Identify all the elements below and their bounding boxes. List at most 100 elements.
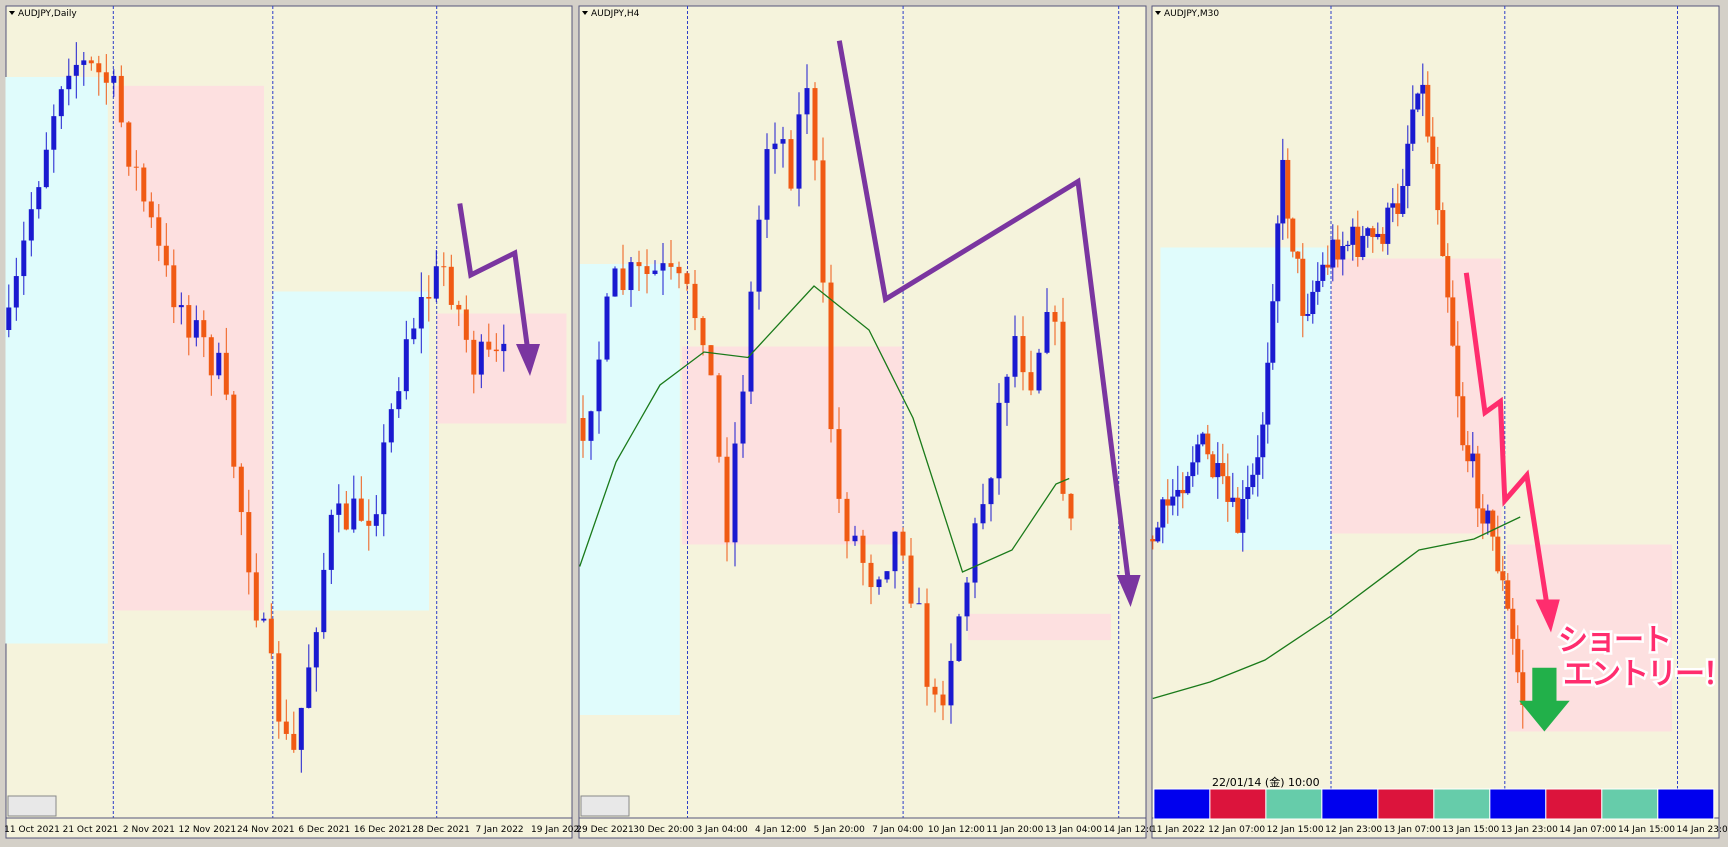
candle-body [996, 402, 1002, 479]
candle-body [1490, 510, 1496, 537]
signal-bar [1601, 788, 1659, 820]
candle-body [1210, 454, 1216, 478]
candle-body [780, 139, 786, 144]
x-tick-label: 6 Dec 2021 [298, 825, 350, 835]
candle-body [964, 582, 970, 617]
candle-body [1515, 638, 1521, 673]
candle-body [343, 503, 349, 530]
candle-body [96, 63, 102, 73]
moving-average [1152, 516, 1521, 700]
candle-body [51, 116, 57, 150]
candle-body [1220, 463, 1226, 477]
candle-body [1495, 536, 1501, 572]
candle-body [1285, 159, 1291, 219]
purple-arrowhead [516, 344, 540, 376]
candle-body [716, 375, 722, 457]
candle-body [501, 343, 507, 352]
candle-body [1385, 207, 1391, 244]
pink-arrowhead [1535, 599, 1560, 633]
x-tick-label: 13 Jan 23:00 [1501, 825, 1558, 835]
candle-body [223, 352, 229, 395]
candle-body [876, 579, 882, 588]
x-tick-label: 5 Jan 20:00 [814, 825, 866, 835]
x-tick-label: 24 Nov 2021 [237, 825, 295, 835]
candle-body [588, 411, 594, 441]
candle-body [700, 318, 706, 346]
candle-body [1510, 608, 1516, 639]
candle-body [373, 514, 379, 526]
candle-body [764, 149, 770, 220]
x-tick-label: 11 Oct 2021 [4, 825, 60, 835]
candle-body [772, 143, 778, 150]
candle-body [1185, 476, 1191, 494]
chart-panel: AUDJPY,Daily 11 Oct 2021 21 Oct 2021 2 Nov … [4, 5, 585, 839]
x-tick-label: 13 Jan 04:00 [1045, 825, 1102, 835]
title-arrow [9, 11, 15, 15]
candle-body [1475, 453, 1481, 509]
candle-body [441, 266, 447, 268]
candle-body [756, 219, 762, 292]
candle-body [892, 531, 898, 572]
candle-body [1390, 203, 1396, 208]
candle-body [21, 240, 27, 277]
candle-body [381, 442, 387, 515]
candle-body [1180, 489, 1186, 494]
candle-body [1255, 457, 1261, 475]
candle-body [1205, 433, 1211, 455]
candle-body [411, 328, 417, 340]
candle-body [1155, 527, 1161, 542]
x-tick-label: 19 Jan 2022 [531, 825, 585, 835]
candle-body [1245, 487, 1251, 500]
x-tick-label: 11 Jan 2022 [1151, 825, 1205, 835]
candle-body [660, 263, 666, 271]
candle-body [812, 88, 818, 161]
candle-body [66, 75, 72, 90]
zone [579, 264, 680, 715]
candle-body [1445, 256, 1451, 298]
candle-body [1150, 539, 1156, 542]
x-tick-label: 12 Jan 07:00 [1208, 825, 1265, 835]
candle-body [1215, 463, 1221, 478]
candle-body [448, 266, 454, 305]
candle-body [980, 504, 986, 524]
x-tick-label: 12 Jan 23:00 [1325, 825, 1382, 835]
x-tick-label: 16 Dec 2021 [354, 825, 412, 835]
candle-body [433, 266, 439, 299]
candle-body [201, 320, 207, 338]
x-tick-label: 14 Jan 23:00 [1677, 825, 1728, 835]
candle-body [1310, 291, 1316, 315]
candle-body [388, 409, 394, 443]
candle-body [836, 429, 842, 499]
candle-body [1485, 510, 1491, 524]
candle-body [366, 520, 372, 526]
candle-body [1320, 264, 1326, 281]
candle-body [103, 72, 109, 83]
candle-body [804, 88, 810, 115]
candle-body [1200, 433, 1206, 445]
candle-body [486, 341, 492, 350]
candle-body [1265, 362, 1271, 425]
label-strip [578, 817, 1147, 839]
candle-body [118, 75, 124, 123]
candle-body [456, 304, 462, 310]
candle-body [126, 122, 132, 167]
candle-body [652, 270, 658, 274]
candle-body [1335, 239, 1341, 260]
candle-body [1400, 185, 1406, 214]
candle-body [1420, 84, 1426, 94]
purple-arrowhead [1116, 575, 1141, 607]
candle-body [6, 307, 12, 330]
candle-body [321, 569, 327, 633]
signal-bar [1433, 788, 1491, 820]
candle-body [1440, 210, 1446, 257]
candle-body [216, 352, 222, 376]
candle-body [208, 337, 214, 376]
x-tick-label: 30 Dec 20:00 [633, 825, 694, 835]
candle-body [268, 618, 274, 654]
candle-body [1325, 264, 1331, 268]
signal-bar [1489, 788, 1547, 820]
candle-body [948, 660, 954, 706]
